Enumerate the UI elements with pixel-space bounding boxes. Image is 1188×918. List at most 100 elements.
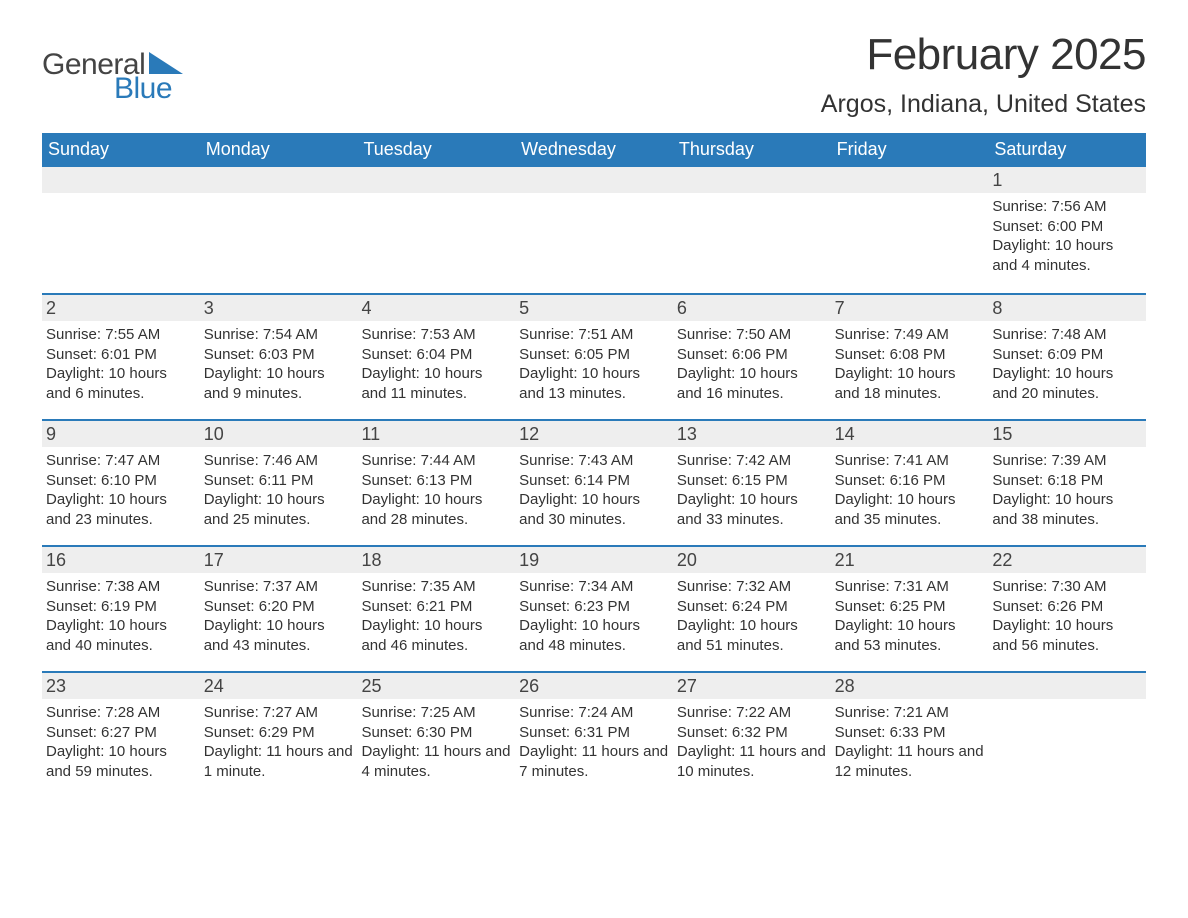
daylight-text: Daylight: 10 hours and 20 minutes. [992, 364, 1142, 403]
sunrise-text: Sunrise: 7:44 AM [361, 451, 511, 471]
daylight-text: Daylight: 10 hours and 51 minutes. [677, 616, 827, 655]
day-cell: 3Sunrise: 7:54 AMSunset: 6:03 PMDaylight… [200, 295, 358, 419]
day-cell: 15Sunrise: 7:39 AMSunset: 6:18 PMDayligh… [988, 421, 1146, 545]
sunrise-text: Sunrise: 7:43 AM [519, 451, 669, 471]
daylight-text: Daylight: 10 hours and 43 minutes. [204, 616, 354, 655]
daylight-text: Daylight: 10 hours and 59 minutes. [46, 742, 196, 781]
day-number [42, 167, 200, 193]
sunrise-text: Sunrise: 7:46 AM [204, 451, 354, 471]
sunset-text: Sunset: 6:13 PM [361, 471, 511, 491]
day-number [673, 167, 831, 193]
day-cell [673, 167, 831, 293]
day-number: 5 [515, 295, 673, 321]
sunset-text: Sunset: 6:19 PM [46, 597, 196, 617]
day-number: 24 [200, 673, 358, 699]
daylight-text: Daylight: 10 hours and 11 minutes. [361, 364, 511, 403]
day-number [515, 167, 673, 193]
day-cell: 12Sunrise: 7:43 AMSunset: 6:14 PMDayligh… [515, 421, 673, 545]
sunset-text: Sunset: 6:20 PM [204, 597, 354, 617]
day-number: 13 [673, 421, 831, 447]
day-number: 25 [357, 673, 515, 699]
week-row: 9Sunrise: 7:47 AMSunset: 6:10 PMDaylight… [42, 419, 1146, 545]
daylight-text: Daylight: 10 hours and 30 minutes. [519, 490, 669, 529]
sunrise-text: Sunrise: 7:25 AM [361, 703, 511, 723]
day-cell: 9Sunrise: 7:47 AMSunset: 6:10 PMDaylight… [42, 421, 200, 545]
day-number: 7 [831, 295, 989, 321]
sunrise-text: Sunrise: 7:24 AM [519, 703, 669, 723]
day-cell: 18Sunrise: 7:35 AMSunset: 6:21 PMDayligh… [357, 547, 515, 671]
day-cell [515, 167, 673, 293]
day-cell: 24Sunrise: 7:27 AMSunset: 6:29 PMDayligh… [200, 673, 358, 797]
day-cell: 6Sunrise: 7:50 AMSunset: 6:06 PMDaylight… [673, 295, 831, 419]
sunrise-text: Sunrise: 7:39 AM [992, 451, 1142, 471]
logo-blue-text: Blue [114, 72, 183, 106]
day-cell: 21Sunrise: 7:31 AMSunset: 6:25 PMDayligh… [831, 547, 989, 671]
day-cell: 5Sunrise: 7:51 AMSunset: 6:05 PMDaylight… [515, 295, 673, 419]
sunrise-text: Sunrise: 7:50 AM [677, 325, 827, 345]
daylight-text: Daylight: 10 hours and 38 minutes. [992, 490, 1142, 529]
day-number: 23 [42, 673, 200, 699]
daylight-text: Daylight: 10 hours and 13 minutes. [519, 364, 669, 403]
daylight-text: Daylight: 10 hours and 40 minutes. [46, 616, 196, 655]
sunrise-text: Sunrise: 7:53 AM [361, 325, 511, 345]
sunset-text: Sunset: 6:18 PM [992, 471, 1142, 491]
sunrise-text: Sunrise: 7:41 AM [835, 451, 985, 471]
week-row: 23Sunrise: 7:28 AMSunset: 6:27 PMDayligh… [42, 671, 1146, 797]
sunset-text: Sunset: 6:24 PM [677, 597, 827, 617]
day-number: 22 [988, 547, 1146, 573]
sunset-text: Sunset: 6:25 PM [835, 597, 985, 617]
day-cell: 1Sunrise: 7:56 AMSunset: 6:00 PMDaylight… [988, 167, 1146, 293]
day-cell: 27Sunrise: 7:22 AMSunset: 6:32 PMDayligh… [673, 673, 831, 797]
day-number [357, 167, 515, 193]
day-cell: 25Sunrise: 7:25 AMSunset: 6:30 PMDayligh… [357, 673, 515, 797]
daylight-text: Daylight: 10 hours and 25 minutes. [204, 490, 354, 529]
sunset-text: Sunset: 6:30 PM [361, 723, 511, 743]
sunset-text: Sunset: 6:26 PM [992, 597, 1142, 617]
sunset-text: Sunset: 6:04 PM [361, 345, 511, 365]
calendar: Sunday Monday Tuesday Wednesday Thursday… [42, 133, 1146, 797]
day-number: 9 [42, 421, 200, 447]
weekday-sunday: Sunday [42, 133, 200, 167]
week-row: 2Sunrise: 7:55 AMSunset: 6:01 PMDaylight… [42, 293, 1146, 419]
day-number [988, 673, 1146, 699]
day-cell [357, 167, 515, 293]
sunset-text: Sunset: 6:08 PM [835, 345, 985, 365]
daylight-text: Daylight: 11 hours and 1 minute. [204, 742, 354, 781]
weekday-tuesday: Tuesday [357, 133, 515, 167]
sunset-text: Sunset: 6:01 PM [46, 345, 196, 365]
daylight-text: Daylight: 10 hours and 18 minutes. [835, 364, 985, 403]
sunrise-text: Sunrise: 7:30 AM [992, 577, 1142, 597]
sunrise-text: Sunrise: 7:54 AM [204, 325, 354, 345]
sunrise-text: Sunrise: 7:38 AM [46, 577, 196, 597]
day-number: 1 [988, 167, 1146, 193]
sunset-text: Sunset: 6:21 PM [361, 597, 511, 617]
daylight-text: Daylight: 11 hours and 7 minutes. [519, 742, 669, 781]
sunrise-text: Sunrise: 7:42 AM [677, 451, 827, 471]
sunset-text: Sunset: 6:29 PM [204, 723, 354, 743]
day-cell: 22Sunrise: 7:30 AMSunset: 6:26 PMDayligh… [988, 547, 1146, 671]
daylight-text: Daylight: 10 hours and 9 minutes. [204, 364, 354, 403]
sunrise-text: Sunrise: 7:49 AM [835, 325, 985, 345]
sunrise-text: Sunrise: 7:37 AM [204, 577, 354, 597]
sunrise-text: Sunrise: 7:22 AM [677, 703, 827, 723]
day-number: 27 [673, 673, 831, 699]
weekday-saturday: Saturday [988, 133, 1146, 167]
day-number: 26 [515, 673, 673, 699]
daylight-text: Daylight: 11 hours and 10 minutes. [677, 742, 827, 781]
day-cell: 14Sunrise: 7:41 AMSunset: 6:16 PMDayligh… [831, 421, 989, 545]
sunset-text: Sunset: 6:06 PM [677, 345, 827, 365]
day-cell: 19Sunrise: 7:34 AMSunset: 6:23 PMDayligh… [515, 547, 673, 671]
title-block: February 2025 Argos, Indiana, United Sta… [821, 30, 1146, 119]
day-cell [988, 673, 1146, 797]
daylight-text: Daylight: 10 hours and 46 minutes. [361, 616, 511, 655]
month-title: February 2025 [821, 30, 1146, 80]
logo-triangle-icon [149, 52, 183, 74]
daylight-text: Daylight: 10 hours and 53 minutes. [835, 616, 985, 655]
sunset-text: Sunset: 6:00 PM [992, 217, 1142, 237]
sunrise-text: Sunrise: 7:21 AM [835, 703, 985, 723]
day-number: 28 [831, 673, 989, 699]
header: General Blue February 2025 Argos, Indian… [42, 30, 1146, 119]
day-number: 8 [988, 295, 1146, 321]
daylight-text: Daylight: 11 hours and 12 minutes. [835, 742, 985, 781]
day-cell: 26Sunrise: 7:24 AMSunset: 6:31 PMDayligh… [515, 673, 673, 797]
